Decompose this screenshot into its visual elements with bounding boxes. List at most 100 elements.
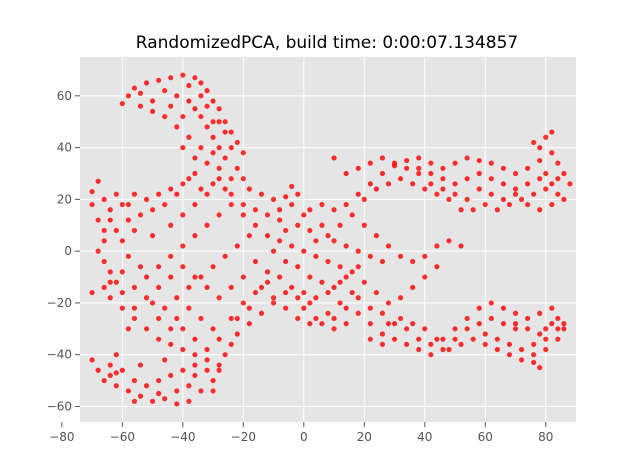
scatter-point (168, 326, 174, 332)
y-tick-label: −40 (47, 348, 72, 362)
scatter-point (192, 362, 198, 368)
scatter-point (295, 222, 301, 228)
scatter-point (216, 119, 222, 125)
scatter-point (264, 279, 271, 285)
scatter-point (131, 398, 138, 404)
scatter-point (531, 191, 537, 197)
scatter-point (222, 129, 228, 135)
scatter-point (379, 258, 386, 265)
scatter-point (422, 274, 428, 280)
scatter-point (258, 310, 265, 316)
scatter-point (192, 336, 198, 342)
scatter-point (464, 315, 470, 322)
scatter-point (180, 113, 186, 120)
scatter-point (488, 300, 494, 306)
scatter-point (101, 227, 107, 234)
x-tick-label: 0 (300, 430, 308, 444)
scatter-point (180, 326, 186, 332)
scatter-point (518, 196, 525, 202)
scatter-point (410, 258, 416, 265)
scatter-point (107, 279, 113, 285)
scatter-point (277, 217, 283, 223)
scatter-point (537, 310, 543, 316)
scatter-point (428, 160, 434, 166)
scatter-point (216, 212, 222, 218)
scatter-point (119, 201, 125, 208)
scatter-point (162, 357, 168, 363)
scatter-point (343, 321, 349, 327)
scatter-point (325, 233, 331, 239)
scatter-point (89, 201, 95, 208)
scatter-point (361, 279, 367, 285)
scatter-point (549, 201, 555, 208)
y-tick-label: 60 (57, 89, 72, 103)
scatter-point (506, 352, 513, 358)
scatter-point (95, 178, 101, 184)
scatter-point (186, 176, 192, 182)
x-tick-label: −20 (231, 430, 256, 444)
scatter-point (119, 100, 125, 107)
scatter-point (440, 176, 446, 182)
scatter-point (107, 295, 113, 301)
scatter-point (325, 289, 331, 296)
scatter-point (319, 321, 325, 327)
scatter-point (162, 305, 168, 311)
scatter-point (410, 321, 416, 327)
y-axis-ticks: −60 −40 −20 0 20 40 60 (47, 89, 80, 413)
scatter-point (295, 315, 301, 322)
scatter-point (113, 191, 119, 197)
scatter-point (216, 295, 222, 301)
scatter-point (391, 336, 398, 342)
scatter-point (319, 222, 325, 228)
scatter-point (283, 194, 289, 200)
scatter-point (518, 357, 525, 363)
scatter-point (210, 326, 216, 332)
scatter-point (391, 160, 398, 166)
scatter-point (113, 352, 119, 358)
scatter-point (107, 217, 113, 223)
scatter-point (204, 124, 210, 130)
scatter-point (500, 196, 507, 202)
scatter-point (525, 315, 531, 322)
scatter-point (180, 264, 186, 270)
scatter-point (543, 186, 549, 192)
scatter-point (210, 119, 216, 125)
scatter-point (476, 305, 482, 311)
scatter-point (512, 170, 519, 177)
scatter-point (488, 160, 494, 166)
scatter-point (264, 269, 271, 275)
scatter-point (156, 77, 162, 83)
scatter-point (361, 222, 367, 228)
scatter-point (143, 274, 150, 280)
scatter-point (283, 305, 289, 311)
scatter-point (258, 191, 265, 197)
scatter-point (156, 336, 162, 342)
scatter-point (343, 243, 349, 249)
scatter-point (186, 383, 192, 389)
scatter-point (149, 108, 156, 114)
scatter-point (549, 129, 555, 135)
scatter-point (228, 176, 234, 182)
x-tick-label: −80 (49, 430, 74, 444)
scatter-point (240, 274, 246, 280)
scatter-point (252, 289, 259, 296)
scatter-point (277, 274, 283, 280)
scatter-point (373, 186, 379, 192)
scatter-point (107, 269, 113, 275)
scatter-point (168, 253, 174, 259)
chart-title: RandomizedPCA, build time: 0:00:07.13485… (136, 33, 518, 53)
scatter-point (518, 346, 525, 353)
scatter-point (89, 189, 95, 195)
scatter-point (216, 362, 222, 368)
scatter-point (531, 341, 537, 347)
scatter-point (101, 238, 107, 244)
scatter-point (240, 212, 246, 218)
scatter-point (192, 352, 198, 358)
scatter-point (204, 88, 210, 94)
scatter-point (162, 88, 168, 94)
scatter-point (512, 321, 519, 327)
scatter-point (149, 233, 156, 239)
scatter-point (198, 186, 204, 192)
scatter-point (180, 346, 186, 353)
